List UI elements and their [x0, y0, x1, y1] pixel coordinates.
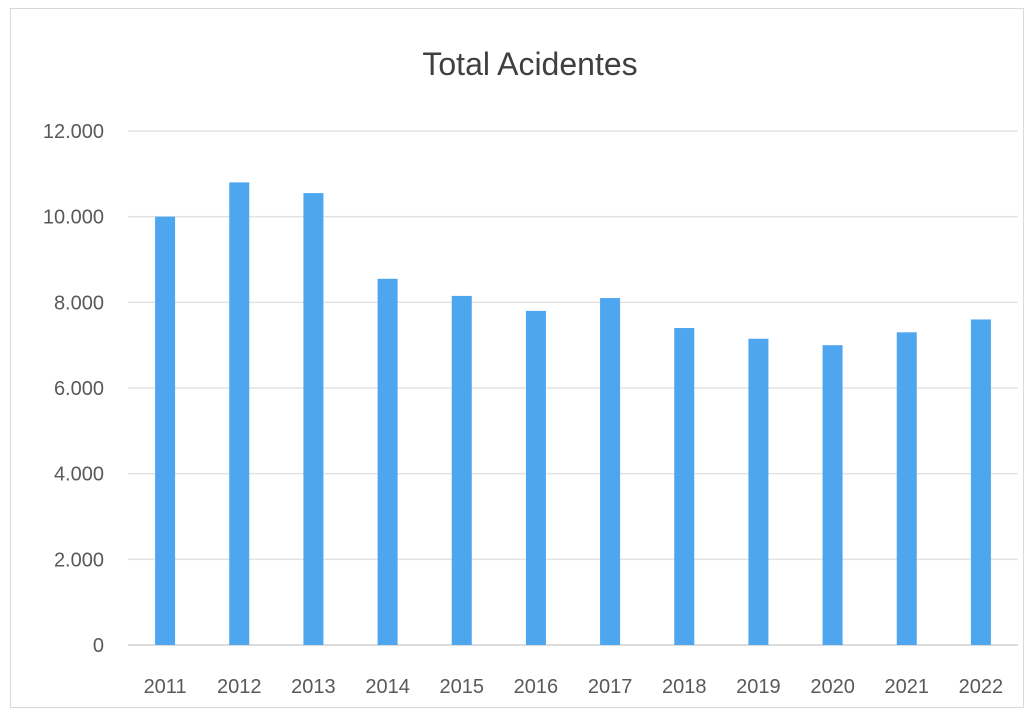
x-tick-label: 2014 [365, 676, 410, 698]
x-tick-label: 2018 [662, 676, 707, 698]
y-tick-label: 6.000 [54, 378, 104, 400]
x-tick-label: 2019 [736, 676, 781, 698]
bar-2012 [229, 182, 250, 645]
x-tick-label: 2015 [440, 676, 485, 698]
bar-2017 [600, 298, 621, 645]
y-axis-ticks: 0 2.000 4.000 6.000 8.000 10.000 12.000 [43, 121, 104, 657]
x-tick-label: 2013 [291, 676, 336, 698]
bar-2022 [970, 319, 991, 645]
y-tick-label: 0 [93, 635, 104, 657]
bar-2013 [303, 193, 324, 645]
y-tick-label: 10.000 [43, 207, 104, 229]
x-tick-label: 2022 [959, 676, 1004, 698]
x-tick-label: 2021 [885, 676, 930, 698]
x-tick-label: 2017 [588, 676, 633, 698]
x-tick-label: 2011 [144, 676, 187, 698]
x-axis-ticks: 2011 2012 2013 2014 2015 2016 2017 2018 2019 2020… [144, 676, 1004, 698]
chart-title: Total Acidentes [422, 46, 637, 82]
bar-2016 [525, 310, 546, 645]
x-tick-label: 2020 [810, 676, 855, 698]
x-tick-label: 2016 [514, 676, 559, 698]
bar-2020 [822, 345, 843, 645]
chart-frame [10, 8, 1024, 708]
bars [155, 182, 991, 645]
bar-2021 [896, 332, 917, 645]
y-tick-label: 8.000 [54, 292, 104, 314]
bar-2018 [674, 328, 695, 645]
x-tick-label: 2012 [217, 676, 262, 698]
bar-2011 [155, 216, 176, 645]
bar-2015 [451, 295, 472, 645]
bar-2014 [377, 278, 398, 645]
y-tick-label: 4.000 [54, 464, 104, 486]
y-tick-label: 12.000 [43, 121, 104, 143]
y-tick-label: 2.000 [54, 549, 104, 571]
gridlines [128, 130, 1018, 646]
bar-2019 [748, 338, 769, 645]
